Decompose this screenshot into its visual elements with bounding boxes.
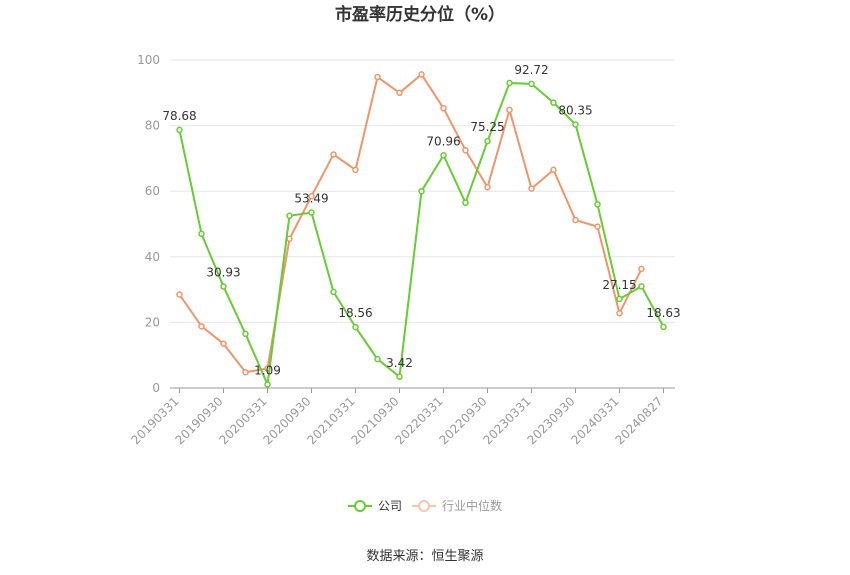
y-tick-label: 20 — [145, 315, 160, 329]
data-labels: 78.68 30.93 1.09 53.49 18.56 3.42 70.96 75.25 92… — [162, 63, 680, 378]
x-tick-label: 20240827 — [613, 394, 666, 447]
company-point — [352, 323, 359, 331]
company-data-label: 92.72 — [514, 63, 548, 77]
company-point — [374, 355, 381, 363]
company-point — [550, 99, 557, 106]
industry-point — [638, 265, 645, 273]
industry-point — [352, 166, 359, 174]
legend-item-company[interactable]: 公司 — [348, 499, 402, 513]
x-axis: 2019033120190930202003312020093020210331… — [129, 387, 675, 447]
legend-item-industry[interactable]: 行业中位数 — [412, 498, 502, 513]
company-point — [638, 283, 645, 290]
company-data-label: 30.93 — [206, 266, 240, 280]
industry-point — [220, 340, 227, 347]
industry-point — [308, 192, 315, 200]
industry-point — [528, 185, 535, 192]
industry-point — [506, 106, 513, 114]
company-data-label: 18.63 — [646, 306, 680, 320]
company-point — [594, 201, 601, 208]
company-point — [462, 199, 469, 206]
company-point — [286, 212, 293, 220]
company-point — [176, 126, 183, 134]
company-point — [572, 121, 579, 128]
industry-point — [242, 369, 249, 376]
y-tick-label: 0 — [152, 381, 160, 395]
y-axis: 0 20 40 60 80 100 — [137, 53, 160, 395]
company-data-label: 27.15 — [602, 278, 636, 292]
industry-point — [198, 323, 205, 330]
y-tick-label: 100 — [137, 53, 160, 67]
company-data-label: 53.49 — [294, 192, 328, 206]
legend-marker-industry — [418, 500, 430, 512]
legend-marker-company — [354, 500, 366, 512]
company-point — [220, 283, 227, 290]
legend-label-company: 公司 — [378, 499, 402, 513]
series-layer — [176, 71, 667, 388]
industry-point — [616, 309, 623, 317]
industry-point — [374, 73, 381, 81]
company-point — [242, 330, 249, 338]
company-point — [396, 373, 403, 381]
legend-label-industry: 行业中位数 — [442, 498, 502, 513]
company-point — [418, 187, 425, 195]
legend[interactable]: 公司 行业中位数 — [348, 498, 502, 513]
chart-title: 市盈率历史分位（%） — [335, 4, 505, 25]
industry-point — [484, 184, 491, 191]
company-data-label: 18.56 — [338, 306, 372, 320]
industry-line — [178, 73, 643, 374]
industry-point — [418, 71, 425, 78]
industry-point — [396, 89, 403, 97]
company-data-label: 75.25 — [470, 120, 504, 134]
y-tick-label: 40 — [145, 250, 160, 264]
company-point — [660, 323, 667, 331]
company-point — [308, 209, 315, 216]
company-point — [484, 137, 491, 145]
industry-point — [594, 223, 601, 230]
company-point — [264, 381, 271, 388]
company-point — [198, 230, 205, 238]
company-data-label: 3.42 — [386, 356, 413, 370]
company-data-label: 1.09 — [254, 363, 281, 377]
company-data-label: 70.96 — [426, 134, 460, 148]
y-tick-label: 80 — [145, 119, 160, 133]
company-point — [330, 288, 337, 296]
company-point — [528, 80, 535, 88]
y-tick-label: 60 — [145, 184, 160, 198]
industry-point — [572, 216, 579, 224]
industry-point — [330, 151, 337, 158]
industry-point — [440, 104, 447, 112]
industry-point — [286, 235, 293, 243]
company-line — [178, 81, 665, 386]
industry-point — [462, 146, 469, 154]
data-source: 数据来源：恒生聚源 — [366, 549, 483, 564]
company-data-label: 80.35 — [558, 103, 592, 117]
company-point — [506, 79, 513, 87]
industry-point — [176, 291, 183, 298]
industry-point — [550, 166, 557, 174]
company-point — [616, 295, 623, 303]
company-data-label: 78.68 — [162, 109, 196, 123]
company-point — [440, 152, 447, 159]
